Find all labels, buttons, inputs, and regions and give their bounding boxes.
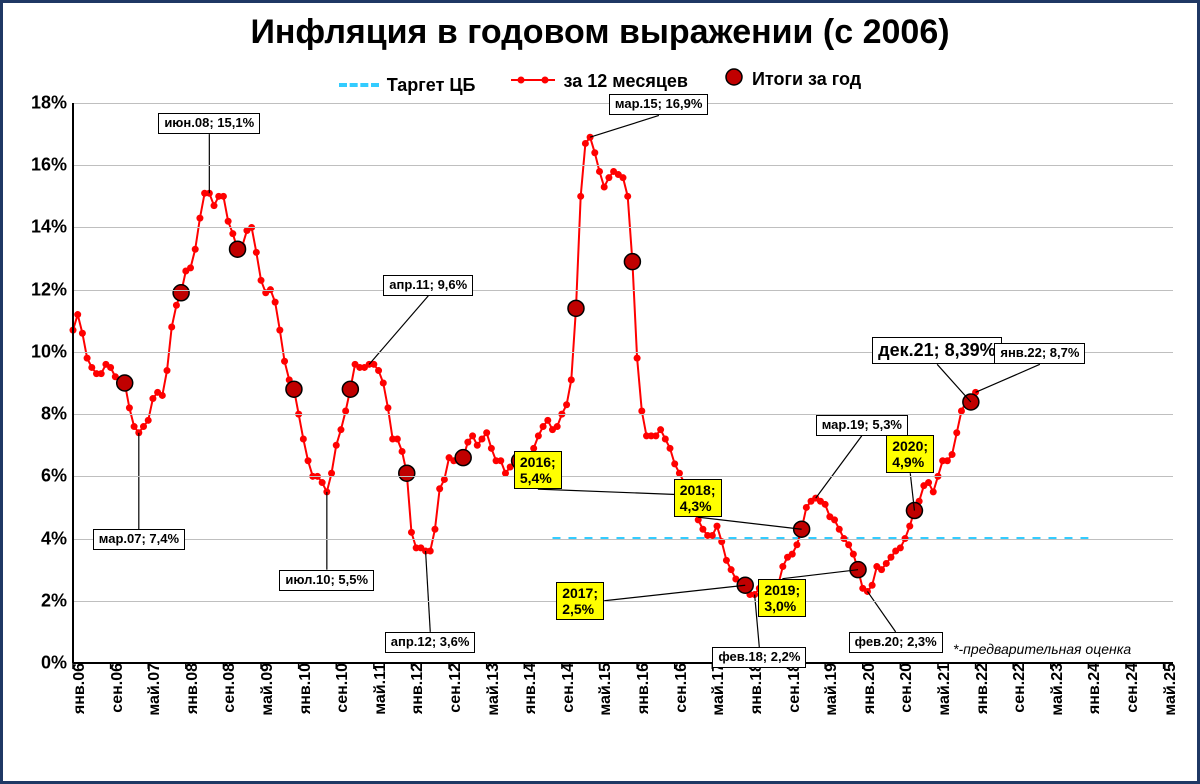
callout-label: фев.18; 2,2% <box>712 647 806 668</box>
plot-area: 0%2%4%6%8%10%12%14%16%18%янв.06сен.06май… <box>73 103 1173 663</box>
xtick-label: май.15 <box>593 663 615 716</box>
ytick-label: 14% <box>31 217 73 238</box>
xtick-label: янв.14 <box>518 663 540 714</box>
ytick-label: 18% <box>31 93 73 114</box>
xtick-label: янв.18 <box>744 663 766 714</box>
callout-label: 2018;4,3% <box>674 479 722 517</box>
xtick-label: сен.08 <box>217 663 239 713</box>
xtick-label: янв.16 <box>631 663 653 714</box>
callout-label: мар.15; 16,9% <box>609 94 709 115</box>
xtick-label: янв.08 <box>180 663 202 714</box>
legend-item: Итоги за год <box>724 67 861 92</box>
legend-label: Итоги за год <box>752 69 861 90</box>
xtick-label: май.17 <box>706 663 728 716</box>
ytick-label: 10% <box>31 341 73 362</box>
xtick-label: сен.18 <box>782 663 804 713</box>
xtick-label: янв.22 <box>970 663 992 714</box>
legend-label: за 12 месяцев <box>563 71 688 92</box>
xtick-label: сен.16 <box>669 663 691 713</box>
legend-item: Таргет ЦБ <box>339 75 476 96</box>
callout-label: мар.19; 5,3% <box>816 415 908 436</box>
legend-swatch <box>724 67 744 92</box>
callout-label: 2020;4,9% <box>886 435 934 473</box>
callout-label: июл.10; 5,5% <box>279 570 374 591</box>
xtick-label: сен.12 <box>443 663 465 713</box>
xtick-label: сен.14 <box>556 663 578 713</box>
ytick-label: 4% <box>41 528 73 549</box>
xtick-label: май.21 <box>932 663 954 716</box>
legend-swatch <box>339 83 379 87</box>
xtick-label: май.23 <box>1045 663 1067 716</box>
xtick-label: сен.24 <box>1120 663 1142 713</box>
xtick-label: май.09 <box>255 663 277 716</box>
callout-label: 2017;2,5% <box>556 582 604 620</box>
xtick-label: май.19 <box>819 663 841 716</box>
ytick-label: 2% <box>41 590 73 611</box>
xtick-label: янв.12 <box>405 663 427 714</box>
legend: Таргет ЦБ за 12 месяцев Итоги за год <box>3 67 1197 96</box>
legend-label: Таргет ЦБ <box>387 75 476 96</box>
callout-label: апр.12; 3,6% <box>385 632 476 653</box>
ytick-label: 6% <box>41 466 73 487</box>
xtick-label: май.07 <box>142 663 164 716</box>
xtick-label: сен.22 <box>1007 663 1029 713</box>
footnote: *-предварительная оценка <box>953 641 1131 657</box>
xtick-label: сен.10 <box>330 663 352 713</box>
callout-label: 2019;3,0% <box>758 579 806 617</box>
chart-title: Инфляция в годовом выражении (с 2006) <box>3 13 1197 52</box>
callout-label: янв.22; 8,7% <box>994 343 1085 364</box>
callout-label: апр.11; 9,6% <box>383 275 473 296</box>
legend-swatch <box>511 71 555 92</box>
xtick-label: янв.10 <box>293 663 315 714</box>
xtick-label: сен.06 <box>105 663 127 713</box>
chart-svg <box>73 103 1173 663</box>
callout-label: фев.20; 2,3% <box>849 632 943 653</box>
xtick-label: май.25 <box>1158 663 1180 716</box>
xtick-label: янв.06 <box>67 663 89 714</box>
callout-label: июн.08; 15,1% <box>158 113 260 134</box>
xtick-label: май.13 <box>481 663 503 716</box>
legend-item: за 12 месяцев <box>511 71 688 92</box>
callout-label: 2016;5,4% <box>514 451 562 489</box>
ytick-label: 12% <box>31 279 73 300</box>
xtick-label: май.11 <box>368 663 390 715</box>
callout-label: дек.21; 8,39% <box>872 337 1002 364</box>
callout-label: мар.07; 7,4% <box>93 529 185 550</box>
xtick-label: сен.20 <box>894 663 916 713</box>
xtick-label: янв.20 <box>857 663 879 714</box>
ytick-label: 8% <box>41 404 73 425</box>
xtick-label: янв.24 <box>1082 663 1104 714</box>
ytick-label: 16% <box>31 155 73 176</box>
chart-frame: Инфляция в годовом выражении (с 2006) Та… <box>0 0 1200 784</box>
